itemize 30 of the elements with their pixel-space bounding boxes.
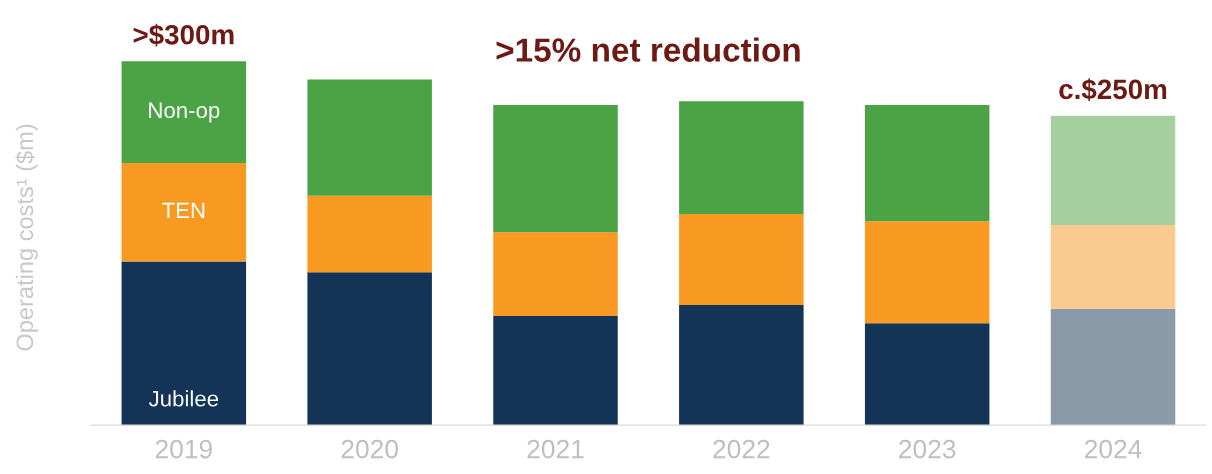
series-label: TEN — [162, 202, 205, 218]
annotation: >$300m — [133, 23, 234, 47]
annotation: >15% net reduction — [496, 37, 800, 62]
bar — [1050, 115, 1176, 225]
x-tick-label: 2022 — [713, 439, 770, 459]
bar — [493, 232, 618, 316]
bar — [679, 214, 804, 306]
series-label: Non-op — [149, 102, 220, 123]
bar — [1050, 308, 1176, 426]
bar — [307, 195, 432, 273]
bar — [864, 221, 990, 324]
x-tick-label: 2021 — [527, 439, 584, 459]
bar — [864, 323, 990, 426]
bar — [121, 61, 247, 164]
series-label: Jubilee — [148, 390, 219, 407]
bar — [493, 315, 618, 426]
x-tick-label: 2024 — [1085, 439, 1142, 459]
bar — [493, 104, 618, 233]
x-tick-label: 2023 — [899, 439, 956, 459]
bar — [1050, 224, 1176, 309]
annotation: c.$250m — [1059, 78, 1167, 101]
bar — [307, 79, 432, 196]
bar — [864, 104, 990, 222]
bar — [307, 272, 432, 426]
bar — [121, 163, 247, 262]
x-tick-label: 2019 — [155, 439, 212, 459]
bar — [679, 305, 804, 426]
bar — [121, 261, 247, 426]
x-tick-label: 2020 — [341, 439, 398, 459]
bar — [679, 101, 804, 215]
